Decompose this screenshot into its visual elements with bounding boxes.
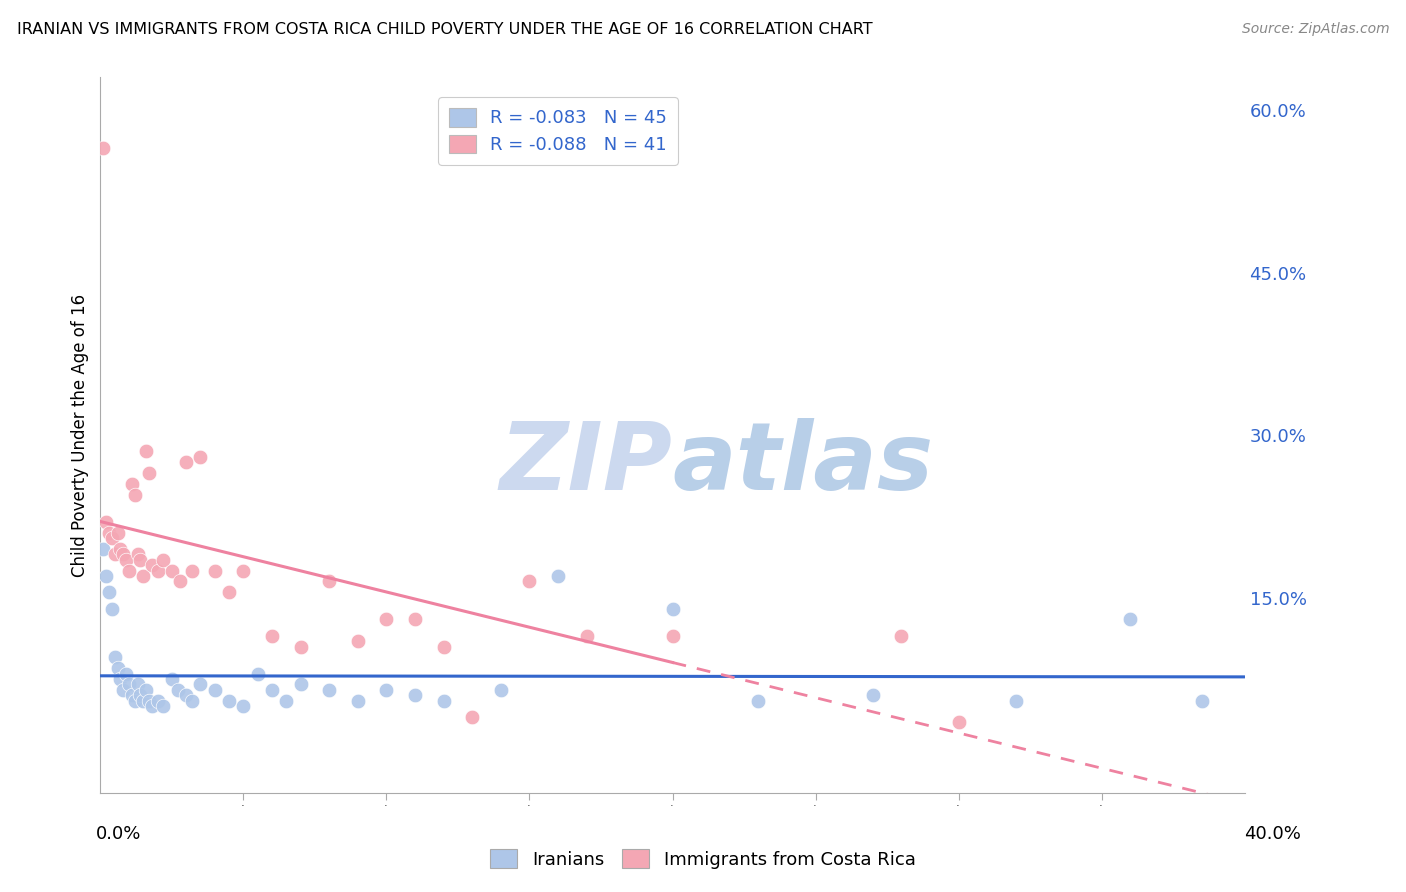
Point: [232, 699, 254, 714]
Point: [290, 677, 312, 691]
Point: [138, 466, 160, 480]
Point: [260, 682, 283, 697]
Point: [118, 564, 141, 578]
Point: [121, 688, 143, 702]
Point: [94, 515, 117, 529]
Point: [104, 547, 127, 561]
Point: [204, 682, 226, 697]
Point: [1191, 694, 1213, 708]
Y-axis label: Child Poverty Under the Age of 16: Child Poverty Under the Age of 16: [72, 293, 89, 577]
Point: [575, 629, 598, 643]
Point: [101, 601, 124, 615]
Point: [152, 699, 174, 714]
Point: [661, 629, 683, 643]
Text: 0.0%: 0.0%: [96, 825, 141, 843]
Point: [318, 574, 340, 589]
Point: [190, 677, 212, 691]
Point: [112, 547, 135, 561]
Point: [160, 672, 183, 686]
Point: [97, 585, 120, 599]
Point: [152, 553, 174, 567]
Point: [276, 694, 298, 708]
Point: [375, 682, 398, 697]
Text: IRANIAN VS IMMIGRANTS FROM COSTA RICA CHILD POVERTY UNDER THE AGE OF 16 CORRELAT: IRANIAN VS IMMIGRANTS FROM COSTA RICA CH…: [17, 22, 873, 37]
Point: [190, 450, 212, 464]
Text: atlas: atlas: [672, 417, 934, 509]
Point: [433, 640, 456, 654]
Point: [118, 677, 141, 691]
Point: [433, 694, 456, 708]
Point: [404, 612, 426, 626]
Point: [146, 694, 169, 708]
Point: [218, 694, 240, 708]
Point: [204, 564, 226, 578]
Point: [110, 672, 132, 686]
Point: [141, 558, 163, 573]
Point: [747, 694, 769, 708]
Point: [112, 682, 135, 697]
Point: [138, 694, 160, 708]
Point: [141, 699, 163, 714]
Point: [97, 525, 120, 540]
Text: Source: ZipAtlas.com: Source: ZipAtlas.com: [1241, 22, 1389, 37]
Point: [124, 488, 146, 502]
Legend: R = -0.083   N = 45, R = -0.088   N = 41: R = -0.083 N = 45, R = -0.088 N = 41: [439, 97, 678, 165]
Point: [174, 688, 197, 702]
Point: [169, 574, 191, 589]
Point: [127, 677, 149, 691]
Point: [101, 531, 124, 545]
Point: [104, 650, 127, 665]
Point: [160, 564, 183, 578]
Point: [121, 477, 143, 491]
Point: [135, 444, 157, 458]
Point: [94, 569, 117, 583]
Point: [218, 585, 240, 599]
Point: [180, 564, 202, 578]
Point: [132, 694, 155, 708]
Point: [115, 666, 138, 681]
Point: [318, 682, 340, 697]
Point: [174, 455, 197, 469]
Point: [547, 569, 569, 583]
Point: [260, 629, 283, 643]
Point: [91, 141, 114, 155]
Point: [1004, 694, 1026, 708]
Point: [129, 553, 152, 567]
Point: [107, 661, 129, 675]
Point: [180, 694, 202, 708]
Point: [375, 612, 398, 626]
Point: [115, 553, 138, 567]
Point: [519, 574, 541, 589]
Point: [346, 694, 368, 708]
Point: [124, 694, 146, 708]
Point: [489, 682, 512, 697]
Point: [862, 688, 884, 702]
Point: [232, 564, 254, 578]
Point: [661, 601, 683, 615]
Point: [404, 688, 426, 702]
Point: [246, 666, 269, 681]
Point: [107, 525, 129, 540]
Point: [129, 688, 152, 702]
Point: [948, 715, 970, 730]
Text: 40.0%: 40.0%: [1244, 825, 1301, 843]
Point: [132, 569, 155, 583]
Point: [166, 682, 188, 697]
Point: [290, 640, 312, 654]
Point: [110, 541, 132, 556]
Point: [461, 710, 484, 724]
Point: [135, 682, 157, 697]
Text: ZIP: ZIP: [499, 417, 672, 509]
Point: [346, 634, 368, 648]
Point: [146, 564, 169, 578]
Point: [127, 547, 149, 561]
Point: [1119, 612, 1142, 626]
Point: [890, 629, 912, 643]
Point: [91, 541, 114, 556]
Legend: Iranians, Immigrants from Costa Rica: Iranians, Immigrants from Costa Rica: [484, 842, 922, 876]
